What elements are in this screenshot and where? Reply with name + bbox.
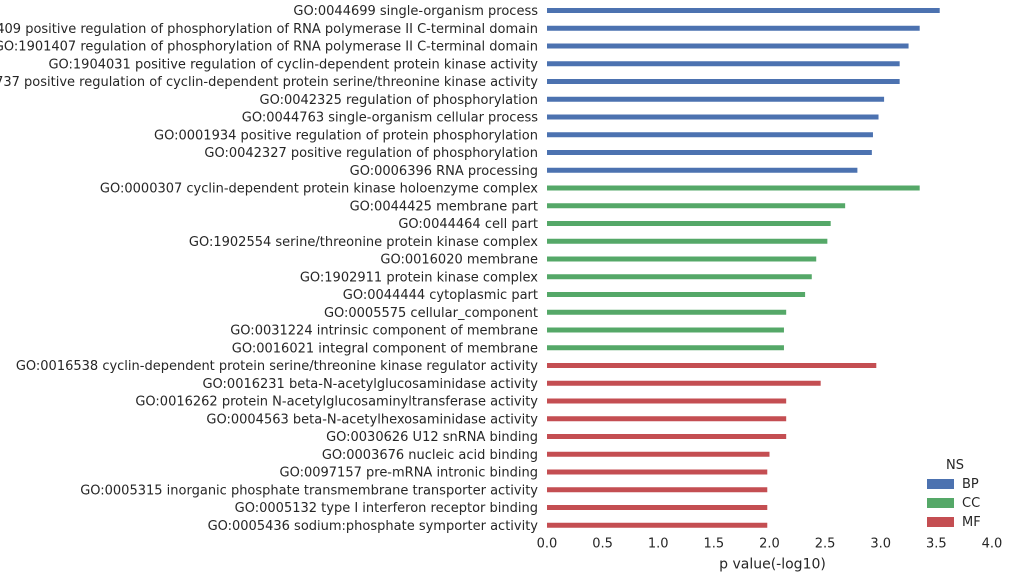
bar-go-0044763: [547, 114, 879, 120]
y-tick-label: GO:0006396 RNA processing: [350, 164, 538, 179]
x-tick-label: 3.0: [870, 536, 891, 551]
legend-label-bp: BP: [962, 477, 979, 492]
bar-go-0005132: [547, 505, 768, 510]
bar-go-0000307: [547, 185, 920, 191]
bar-go-0044425: [547, 203, 846, 209]
y-tick-label: GO:1901407 regulation of phosphorylation…: [0, 40, 538, 55]
bar-go-0003676: [547, 451, 770, 457]
bar-go-0031224: [547, 327, 784, 333]
y-tick-label: GO:0031224 intrinsic component of membra…: [230, 324, 538, 339]
y-tick-label: GO:0044763 single-organism cellular proc…: [242, 111, 538, 126]
bar-go-0001934: [547, 132, 873, 138]
bars-layer: [547, 8, 940, 528]
y-tick-label: GO:0016020 membrane: [380, 253, 538, 268]
x-tick-label: 2.0: [759, 536, 780, 551]
y-tick-label: GO:0097157 pre-mRNA intronic binding: [280, 466, 538, 481]
y-tick-label: GO:1904031 positive regulation of cyclin…: [48, 57, 538, 72]
y-tick-label: GO:0016231 beta-N-acetylglucosaminidase …: [202, 377, 538, 392]
bar-go-0005575: [547, 309, 787, 315]
bar-go-0030626: [547, 434, 787, 439]
y-tick-label: GO:0005436 sodium:phosphate symporter ac…: [208, 519, 539, 534]
legend: NS BP CC MF: [927, 458, 981, 530]
y-tick-label: GO:0042327 positive regulation of phosph…: [204, 146, 538, 161]
bar-go-0016262: [547, 398, 787, 404]
y-tick-label: GO:0001934 positive regulation of protei…: [154, 128, 538, 143]
y-tick-label: GO:0044425 membrane part: [350, 199, 538, 214]
x-tick-label: 3.5: [926, 536, 947, 551]
y-tick-label: GO:0016538 cyclin-dependent protein seri…: [16, 359, 538, 374]
x-tick-label: 1.0: [648, 536, 669, 551]
bar-go-0016231: [547, 380, 821, 386]
bar-go-1902911: [547, 274, 812, 280]
legend-swatch-mf: [927, 517, 954, 527]
bar-go-0044699: [547, 8, 940, 13]
bar-go-0042327: [547, 150, 872, 155]
y-tick-label: GO:0044464 cell part: [398, 217, 538, 232]
legend-swatch-bp: [927, 479, 954, 489]
y-tick-labels: GO:0044699 single-organism process GO:190…: [0, 4, 538, 534]
x-tick-label: 0.0: [537, 536, 558, 551]
y-tick-label: GO:0005575 cellular_component: [324, 306, 538, 321]
y-tick-label: GO:0005132 type I interferon receptor bi…: [235, 501, 538, 516]
bar-go-1902554: [547, 238, 828, 244]
y-tick-label: GO:0003676 nucleic acid binding: [322, 448, 538, 463]
bar-go-0016538: [547, 363, 877, 368]
bar-go-1901407: [547, 43, 909, 49]
y-tick-label: GO:0030626 U12 snRNA binding: [326, 430, 538, 445]
bar-go-1904031: [547, 61, 900, 67]
y-tick-label: GO:1902554 serine/threonine protein kina…: [189, 235, 538, 250]
x-tick-label: 2.5: [815, 536, 836, 551]
y-tick-label: GO:0042325 regulation of phosphorylation: [260, 93, 539, 108]
y-tick-label: GO:1901409 positive regulation of phosph…: [0, 22, 538, 37]
legend-label-cc: CC: [962, 496, 980, 511]
bar-go-0044464: [547, 221, 831, 226]
bar-go-0045737: [547, 79, 900, 84]
bar-go-0004563: [547, 416, 787, 422]
y-tick-label: GO:0045737 positive regulation of cyclin…: [0, 75, 538, 90]
legend-label-mf: MF: [962, 515, 981, 530]
bar-go-0016020: [547, 256, 817, 262]
x-tick-label: 0.5: [592, 536, 613, 551]
y-tick-label: GO:1902911 protein kinase complex: [300, 270, 538, 285]
y-tick-label: GO:0004563 beta-N-acetylhexosaminidase a…: [206, 412, 538, 427]
bar-go-0097157: [547, 469, 768, 475]
y-tick-label: GO:0016021 integral component of membran…: [232, 341, 538, 356]
legend-swatch-cc: [927, 498, 954, 508]
y-tick-label: GO:0044699 single-organism process: [293, 4, 538, 19]
legend-title: NS: [946, 458, 964, 473]
bar-go-0016021: [547, 345, 784, 351]
bar-go-0005315: [547, 487, 768, 493]
y-tick-label: GO:0016262 protein N-acetylglucosaminylt…: [135, 395, 538, 410]
x-tick-label: 4.0: [982, 536, 1003, 551]
y-tick-label: GO:0000307 cyclin-dependent protein kina…: [100, 182, 538, 197]
x-tick-label: 1.5: [704, 536, 725, 551]
y-tick-label: GO:0044444 cytoplasmic part: [343, 288, 538, 303]
bar-go-0042325: [547, 96, 885, 102]
x-tick-labels: 0.0 0.5 1.0 1.5 2.0 2.5 3.0 3.5 4.0: [537, 536, 1003, 551]
y-tick-label: GO:0005315 inorganic phosphate transmemb…: [80, 483, 538, 498]
bar-go-0005436: [547, 522, 768, 528]
bar-go-0006396: [547, 167, 858, 173]
bar-go-0044444: [547, 292, 806, 297]
bar-go-1901409: [547, 25, 920, 31]
x-axis-title: p value(-log10): [719, 556, 826, 572]
